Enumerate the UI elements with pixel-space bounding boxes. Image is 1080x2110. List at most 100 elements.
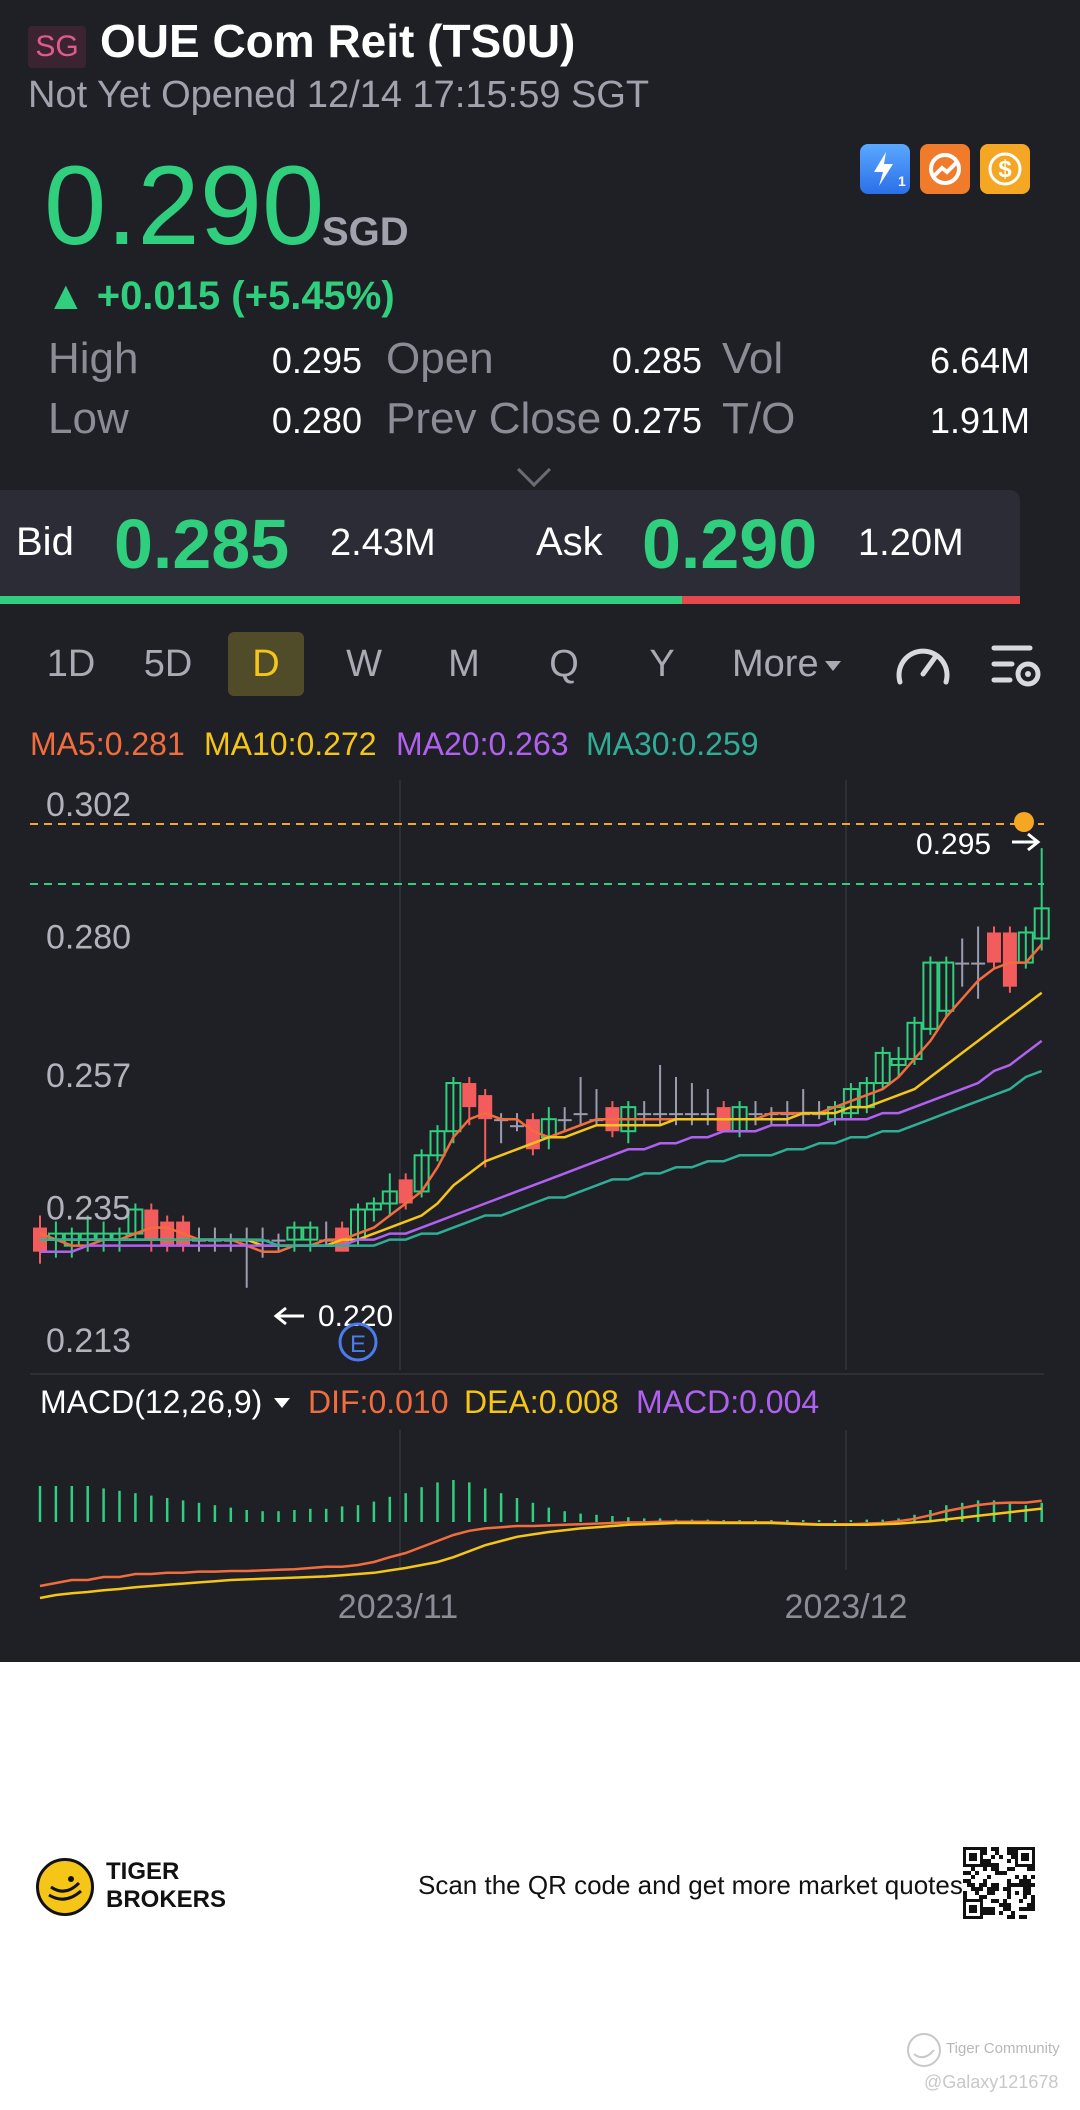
candle-body	[842, 1088, 859, 1115]
caret-down-icon	[824, 660, 841, 671]
candle-body	[748, 1113, 763, 1116]
vol-value: 6.64M	[929, 340, 1030, 381]
ask-label: Ask	[536, 520, 603, 564]
tab-y[interactable]: Y	[649, 643, 675, 685]
macd-value-label: MACD:0.004	[636, 1384, 820, 1420]
svg-text:1: 1	[898, 173, 906, 189]
ma20-label: MA20:0.263	[396, 726, 569, 762]
candle-body	[971, 962, 986, 965]
high-dot	[1014, 812, 1034, 832]
vol-label: Vol	[722, 334, 784, 383]
bid-price: 0.285	[114, 505, 290, 583]
ma30-line	[40, 1069, 1043, 1247]
ask-volume: 1.20M	[858, 522, 964, 564]
earnings-event-icon	[338, 1322, 378, 1362]
candle-body	[573, 1113, 588, 1116]
more-label: More	[732, 643, 819, 685]
low-arrow-icon	[273, 1306, 304, 1326]
event-marker-label: E	[350, 1331, 366, 1358]
bid-ask-panel[interactable]: Bid 0.285 2.43M Ask 0.290 1.20M	[0, 490, 1020, 596]
candle-body	[1002, 932, 1017, 987]
candle-body	[637, 1113, 652, 1116]
scan-text: Scan the QR code and get more market quo…	[418, 1870, 963, 1900]
currency: SGD	[322, 210, 409, 254]
candle-body	[160, 1221, 175, 1246]
brand-name: TIGER BROKERS	[106, 1858, 227, 1913]
speedometer-icon[interactable]	[892, 636, 954, 692]
x-tick-nov: 2023/11	[338, 1588, 458, 1626]
y-tick-label: 0.280	[46, 918, 131, 956]
candle-body	[271, 1239, 286, 1242]
dif-label: DIF:0.010	[308, 1384, 449, 1420]
tab-w[interactable]: W	[346, 643, 382, 685]
tab-q[interactable]: Q	[549, 643, 579, 685]
candle-body	[684, 1113, 699, 1116]
indicator-settings-icon[interactable]	[990, 636, 1046, 692]
orange-gauge-icon[interactable]	[920, 144, 970, 194]
candle-body	[938, 961, 955, 1012]
candle-body	[365, 1202, 382, 1211]
ask-strength-bar	[682, 596, 1020, 604]
candle-body	[653, 1113, 668, 1116]
high-value: 0.295	[271, 340, 362, 381]
tab-m[interactable]: M	[448, 643, 480, 685]
prev-close-label: Prev Close	[386, 394, 602, 443]
candle-body	[429, 1130, 446, 1157]
low-label: Low	[48, 394, 129, 443]
candle-body	[398, 1179, 413, 1204]
community-logo-icon	[907, 2033, 941, 2067]
ask-price: 0.290	[642, 505, 818, 583]
macd-params-label[interactable]: MACD(12,26,9)	[40, 1384, 263, 1420]
y-tick-label: 0.302	[46, 786, 131, 824]
bid-strength-bar	[0, 596, 682, 604]
ma10-label: MA10:0.272	[204, 726, 377, 762]
more-dropdown[interactable]: More	[732, 632, 841, 696]
turnover-label: T/O	[722, 394, 796, 443]
candle-body	[955, 962, 970, 965]
candle-body	[1033, 907, 1050, 940]
candle-body	[510, 1125, 524, 1128]
low-marker-label: 0.220	[318, 1300, 393, 1333]
ma30-label: MA30:0.259	[586, 726, 759, 762]
tab-1d[interactable]: 1D	[46, 643, 96, 685]
svg-text:$: $	[998, 156, 1012, 183]
open-label: Open	[386, 334, 494, 383]
candle-body	[669, 1113, 683, 1116]
macd-dropdown-icon[interactable]	[274, 1398, 290, 1408]
bid-volume: 2.43M	[330, 522, 436, 564]
bid-label: Bid	[16, 520, 74, 564]
ma5-label: MA5:0.281	[30, 726, 185, 762]
open-value: 0.285	[611, 340, 702, 381]
tiger-logo	[36, 1858, 94, 1916]
candle-body	[557, 1119, 572, 1122]
candle-body	[700, 1113, 715, 1116]
ma20-line	[40, 1039, 1043, 1253]
high-label: High	[48, 334, 139, 383]
watermark-community: Tiger Community	[946, 2040, 1060, 2057]
macd-chart[interactable]: 2023/11 2023/12	[0, 1430, 1080, 1630]
dollar-icon[interactable]: $	[980, 144, 1030, 194]
last-price: 0.290	[44, 143, 325, 268]
qr-code	[962, 1846, 1036, 1920]
tab-5d[interactable]: 5D	[143, 643, 193, 685]
candle-body	[445, 1082, 462, 1133]
y-tick-label: 0.235	[46, 1190, 131, 1228]
tab-d[interactable]: D	[228, 632, 304, 696]
turnover-value: 1.91M	[929, 400, 1030, 441]
watermark-user: @Galaxy121678	[924, 2072, 1059, 2092]
dea-line	[39, 1507, 1042, 1600]
candle-body	[286, 1226, 303, 1241]
price-chart[interactable]: 0.295 0.220 E 0.302 0.280 0.257 0.235 0.213	[0, 770, 1080, 1390]
x-tick-dec: 2023/12	[785, 1588, 908, 1626]
market-status: Not Yet Opened 12/14 17:15:59 SGT	[28, 74, 650, 116]
dea-label: DEA:0.008	[464, 1384, 619, 1420]
candle-body	[381, 1190, 398, 1205]
dif-line	[39, 1499, 1042, 1588]
candle-body	[890, 1057, 907, 1066]
app-screen	[0, 0, 1080, 1662]
candle-body	[922, 961, 939, 1030]
lightning-1-icon[interactable]: 1	[860, 144, 910, 194]
low-value: 0.280	[271, 400, 362, 441]
y-tick-label: 0.213	[46, 1322, 131, 1360]
price-change: ▲ +0.015 (+5.45%)	[46, 274, 395, 318]
